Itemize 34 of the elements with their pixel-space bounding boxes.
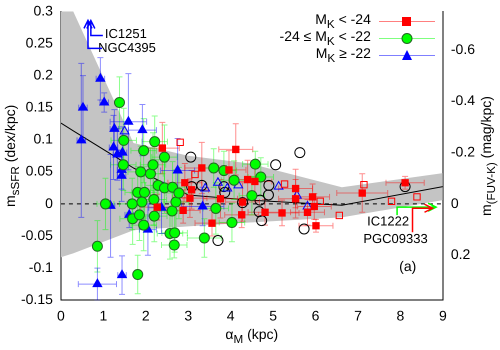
y2-tick-label: -0.4 (450, 92, 476, 108)
x-tick-label: 3 (184, 307, 192, 324)
y-tick-label: 0.15 (26, 98, 54, 115)
annotation: (a) (399, 258, 416, 274)
annotation: NGC4395 (98, 40, 156, 55)
y-tick-label: 0.2 (33, 66, 54, 82)
y-tick-label: -0.1 (28, 258, 54, 275)
x-tick-label: 7 (354, 307, 362, 324)
y-tick-label: -0.05 (20, 226, 54, 243)
y2-tick-label: -0.6 (450, 40, 476, 57)
x-tick-label: 5 (269, 307, 278, 324)
y-tick-label: -0.15 (20, 291, 54, 308)
annotation: PGC09333 (363, 230, 428, 246)
y-tick-label: 0 (45, 194, 54, 211)
y2-tick-label: 0 (450, 194, 459, 211)
y-tick-label: 0.1 (33, 130, 54, 147)
x-tick-label: 8 (396, 307, 405, 324)
annotation: IC1222 (367, 214, 410, 229)
x-tick-label: 4 (226, 307, 235, 324)
y-tick-label: 0.25 (26, 34, 54, 50)
legend-label: M$_{K}$ ≥ -22 (316, 45, 371, 66)
x-tick-label: 1 (99, 307, 108, 324)
annotation: IC1251 (104, 26, 147, 42)
x-tick-label: 6 (312, 307, 320, 324)
legend-label: M$_{K}$ < -24 (315, 11, 371, 31)
y2-tick-label: -0.2 (450, 143, 476, 160)
legend-label: -24 ≤ M$_{K}$ < -22 (280, 28, 371, 48)
x-tick-label: 2 (142, 307, 150, 324)
x-axis-title: α$_{M}$ (kpc) (225, 326, 278, 346)
y2-tick-label: 0.2 (450, 246, 471, 262)
y-tick-label: 0.05 (26, 162, 54, 179)
x-tick-label: 0 (57, 307, 66, 324)
y-tick-label: 0.3 (33, 2, 54, 18)
x-tick-label: 9 (438, 307, 447, 324)
